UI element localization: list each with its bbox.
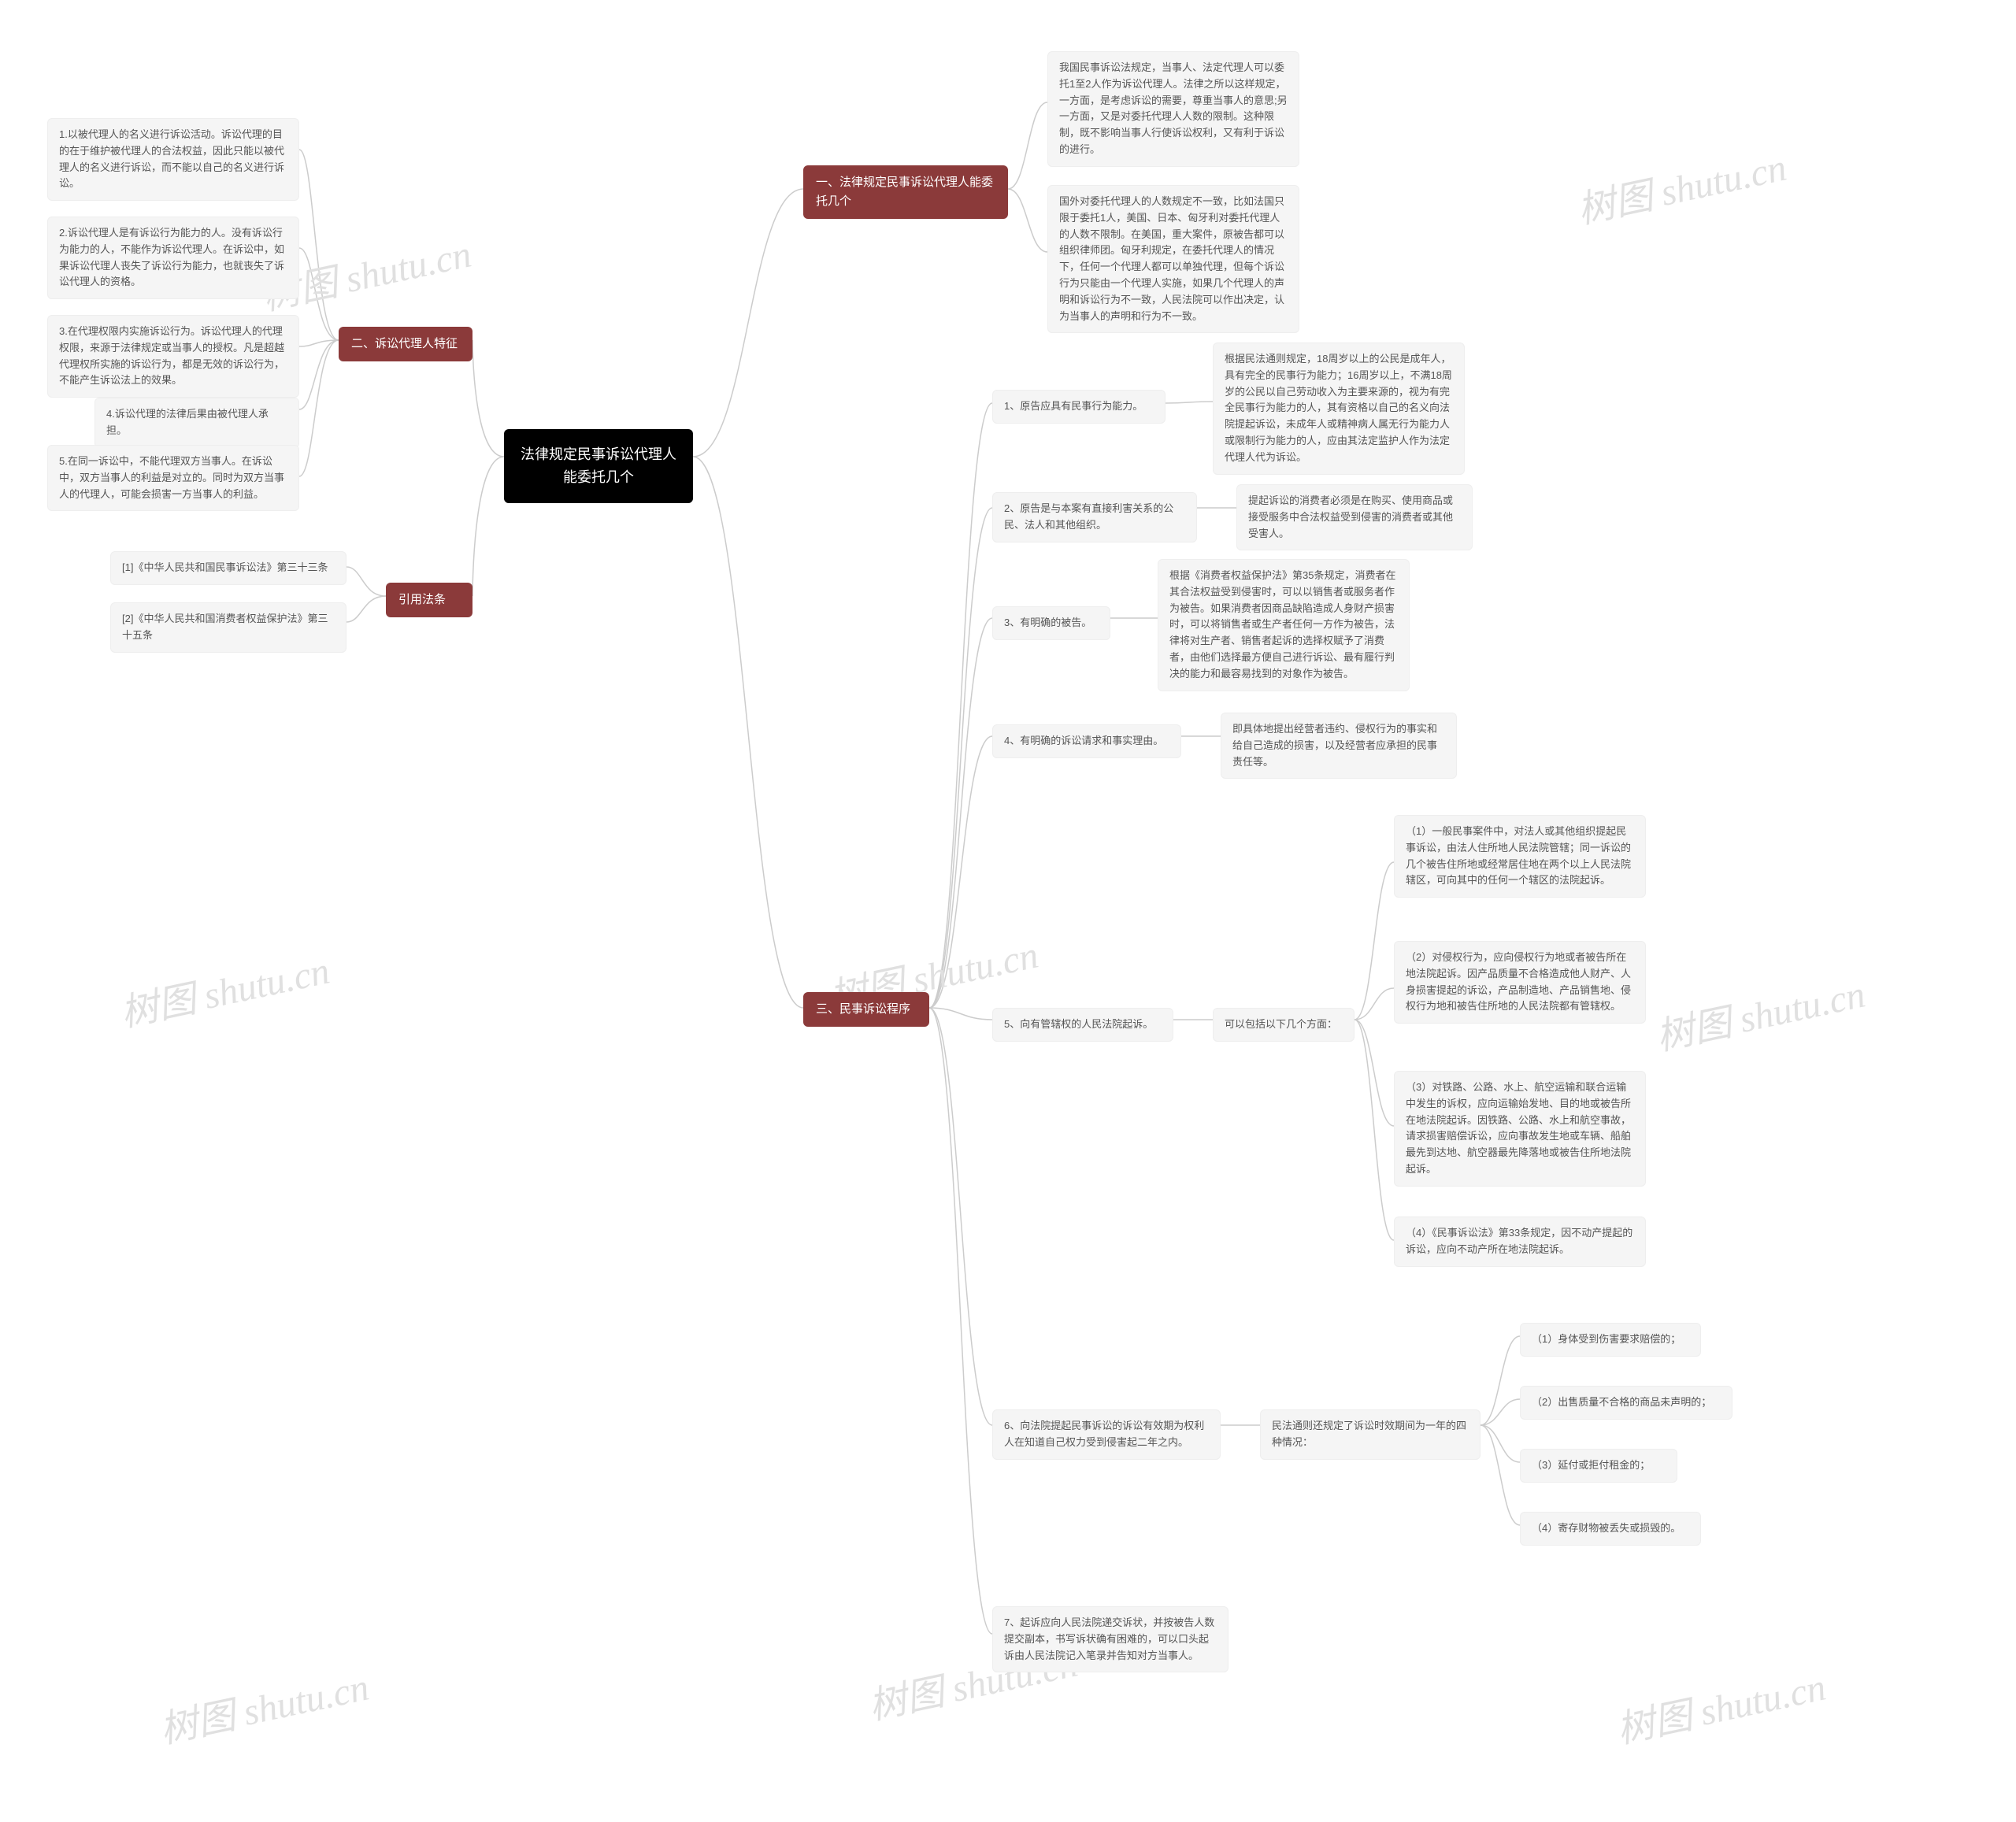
branch-right-1-leaf-3-label: 4、有明确的诉讼请求和事实理由。: [1004, 735, 1163, 746]
branch-right-1-leaf-3-leaf-0-label: 即具体地提出经营者违约、侵权行为的事实和给自己造成的损害，以及经营者应承担的民事…: [1232, 723, 1437, 768]
root-label: 法律规定民事诉讼代理人能委托几个: [521, 446, 676, 485]
branch-right-1-leaf-0-leaf-0-label: 根据民法通则规定，18周岁以上的公民是成年人，具有完全的民事行为能力；16周岁以…: [1225, 353, 1452, 463]
branch-right-1-leaf-5[interactable]: 6、向法院提起民事诉讼的诉讼有效期为权利人在知道自己权力受到侵害起二年之内。: [992, 1409, 1221, 1460]
branch-right-1-leaf-1[interactable]: 2、原告是与本案有直接利害关系的公民、法人和其他组织。: [992, 492, 1197, 543]
watermark: 树图 shutu.cn: [1651, 963, 1870, 1061]
branch-right-1-leaf-5-leaf-0-leaf-2-label: （3）延付或拒付租金的；: [1532, 1459, 1650, 1471]
watermark: 树图 shutu.cn: [115, 939, 334, 1037]
branch-left-0-leaf-3-label: 4.诉讼代理的法律后果由被代理人承担。: [106, 408, 269, 436]
branch-left-0-leaf-1-label: 2.诉讼代理人是有诉讼行为能力的人。没有诉讼行为能力的人，不能作为诉讼代理人。在…: [59, 227, 284, 287]
branch-right-1-leaf-5-leaf-0-leaf-1[interactable]: （2）出售质量不合格的商品未声明的；: [1520, 1386, 1732, 1420]
branch-right-0[interactable]: 一、法律规定民事诉讼代理人能委托几个: [803, 165, 1008, 219]
root-node[interactable]: 法律规定民事诉讼代理人能委托几个: [504, 429, 693, 503]
branch-right-1-leaf-1-leaf-0[interactable]: 提起诉讼的消费者必须是在购买、使用商品或接受服务中合法权益受到侵害的消费者或其他…: [1236, 484, 1473, 550]
branch-right-1-leaf-0[interactable]: 1、原告应具有民事行为能力。: [992, 390, 1166, 424]
branch-right-1-leaf-1-leaf-0-label: 提起诉讼的消费者必须是在购买、使用商品或接受服务中合法权益受到侵害的消费者或其他…: [1248, 494, 1453, 539]
branch-right-0-leaf-0[interactable]: 我国民事诉讼法规定，当事人、法定代理人可以委托1至2人作为诉讼代理人。法律之所以…: [1047, 51, 1299, 167]
branch-right-1-leaf-4-leaf-0-label: 可以包括以下几个方面：: [1225, 1018, 1337, 1030]
branch-right-1-leaf-6-label: 7、起诉应向人民法院递交诉状，并按被告人数提交副本，书写诉状确有困难的，可以口头…: [1004, 1616, 1214, 1661]
branch-left-0-leaf-4[interactable]: 5.在同一诉讼中，不能代理双方当事人。在诉讼中，双方当事人的利益是对立的。同时为…: [47, 445, 299, 511]
branch-left-0-leaf-3[interactable]: 4.诉讼代理的法律后果由被代理人承担。: [94, 398, 299, 448]
branch-right-1-leaf-3[interactable]: 4、有明确的诉讼请求和事实理由。: [992, 724, 1181, 758]
branch-right-1-leaf-3-leaf-0[interactable]: 即具体地提出经营者违约、侵权行为的事实和给自己造成的损害，以及经营者应承担的民事…: [1221, 713, 1457, 779]
branch-left-0-leaf-2-label: 3.在代理权限内实施诉讼行为。诉讼代理人的代理权限，来源于法律规定或当事人的授权…: [59, 325, 284, 386]
branch-right-1-leaf-4-label: 5、向有管辖权的人民法院起诉。: [1004, 1018, 1153, 1030]
watermark: 树图 shutu.cn: [154, 1656, 373, 1753]
watermark: 树图 shutu.cn: [1572, 136, 1791, 234]
branch-right-1-leaf-2-label: 3、有明确的被告。: [1004, 617, 1091, 628]
branch-right-1-leaf-5-leaf-0-leaf-1-label: （2）出售质量不合格的商品未声明的；: [1532, 1396, 1711, 1408]
branch-right-1-leaf-4-leaf-0-leaf-1-label: （2）对侵权行为，应向侵权行为地或者被告所在地法院起诉。因产品质量不合格造成他人…: [1406, 951, 1631, 1012]
branch-left-1[interactable]: 引用法条: [386, 583, 472, 617]
branch-right-1[interactable]: 三、民事诉讼程序: [803, 992, 929, 1027]
branch-right-1-leaf-2-leaf-0-label: 根据《消费者权益保护法》第35条规定，消费者在其合法权益受到侵害时，可以以销售者…: [1169, 569, 1395, 680]
branch-right-1-leaf-4-leaf-0-leaf-0-label: （1）一般民事案件中，对法人或其他组织提起民事诉讼，由法人住所地人民法院管辖；同…: [1406, 825, 1631, 886]
branch-left-1-leaf-0[interactable]: [1]《中华人民共和国民事诉讼法》第三十三条: [110, 551, 346, 585]
branch-left-1-leaf-1[interactable]: [2]《中华人民共和国消费者权益保护法》第三十五条: [110, 602, 346, 653]
branch-right-1-leaf-5-leaf-0-leaf-3[interactable]: （4）寄存财物被丢失或损毁的。: [1520, 1512, 1701, 1546]
branch-right-1-label: 三、民事诉讼程序: [816, 1002, 910, 1016]
branch-right-1-leaf-2-leaf-0[interactable]: 根据《消费者权益保护法》第35条规定，消费者在其合法权益受到侵害时，可以以销售者…: [1158, 559, 1410, 691]
branch-right-1-leaf-4-leaf-0-leaf-2-label: （3）对铁路、公路、水上、航空运输和联合运输中发生的诉权，应向运输始发地、目的地…: [1406, 1081, 1631, 1175]
branch-right-1-leaf-5-leaf-0-leaf-0[interactable]: （1）身体受到伤害要求赔偿的；: [1520, 1323, 1701, 1357]
branch-right-0-leaf-1-label: 国外对委托代理人的人数规定不一致，比如法国只限于委托1人，美国、日本、匈牙利对委…: [1059, 195, 1284, 322]
branch-left-0-leaf-0[interactable]: 1.以被代理人的名义进行诉讼活动。诉讼代理的目的在于维护被代理人的合法权益，因此…: [47, 118, 299, 201]
branch-left-0-leaf-1[interactable]: 2.诉讼代理人是有诉讼行为能力的人。没有诉讼行为能力的人，不能作为诉讼代理人。在…: [47, 217, 299, 299]
branch-left-1-leaf-1-label: [2]《中华人民共和国消费者权益保护法》第三十五条: [122, 613, 328, 641]
branch-left-1-leaf-0-label: [1]《中华人民共和国民事诉讼法》第三十三条: [122, 561, 328, 573]
branch-right-1-leaf-1-label: 2、原告是与本案有直接利害关系的公民、法人和其他组织。: [1004, 502, 1173, 531]
branch-right-1-leaf-4-leaf-0[interactable]: 可以包括以下几个方面：: [1213, 1008, 1354, 1042]
branch-right-1-leaf-5-leaf-0-leaf-3-label: （4）寄存财物被丢失或损毁的。: [1532, 1522, 1681, 1534]
branch-right-1-leaf-4-leaf-0-leaf-0[interactable]: （1）一般民事案件中，对法人或其他组织提起民事诉讼，由法人住所地人民法院管辖；同…: [1394, 815, 1646, 898]
branch-right-0-label: 一、法律规定民事诉讼代理人能委托几个: [816, 176, 993, 208]
branch-left-0-leaf-2[interactable]: 3.在代理权限内实施诉讼行为。诉讼代理人的代理权限，来源于法律规定或当事人的授权…: [47, 315, 299, 398]
branch-right-1-leaf-0-leaf-0[interactable]: 根据民法通则规定，18周岁以上的公民是成年人，具有完全的民事行为能力；16周岁以…: [1213, 343, 1465, 475]
branch-right-1-leaf-6[interactable]: 7、起诉应向人民法院递交诉状，并按被告人数提交副本，书写诉状确有困难的，可以口头…: [992, 1606, 1228, 1672]
branch-left-0[interactable]: 二、诉讼代理人特征: [339, 327, 472, 361]
branch-right-0-leaf-1[interactable]: 国外对委托代理人的人数规定不一致，比如法国只限于委托1人，美国、日本、匈牙利对委…: [1047, 185, 1299, 333]
branch-right-1-leaf-4-leaf-0-leaf-3[interactable]: （4）《民事诉讼法》第33条规定，因不动产提起的诉讼，应向不动产所在地法院起诉。: [1394, 1217, 1646, 1267]
branch-right-1-leaf-5-leaf-0-leaf-0-label: （1）身体受到伤害要求赔偿的；: [1532, 1333, 1681, 1345]
branch-right-1-leaf-0-label: 1、原告应具有民事行为能力。: [1004, 400, 1143, 412]
branch-right-1-leaf-5-leaf-0[interactable]: 民法通则还规定了诉讼时效期间为一年的四种情况：: [1260, 1409, 1480, 1460]
branch-left-1-label: 引用法条: [398, 593, 446, 606]
branch-right-1-leaf-4[interactable]: 5、向有管辖权的人民法院起诉。: [992, 1008, 1173, 1042]
branch-left-0-leaf-0-label: 1.以被代理人的名义进行诉讼活动。诉讼代理的目的在于维护被代理人的合法权益，因此…: [59, 128, 284, 189]
branch-right-1-leaf-5-leaf-0-leaf-2[interactable]: （3）延付或拒付租金的；: [1520, 1449, 1677, 1483]
branch-left-0-leaf-4-label: 5.在同一诉讼中，不能代理双方当事人。在诉讼中，双方当事人的利益是对立的。同时为…: [59, 455, 284, 500]
branch-right-1-leaf-4-leaf-0-leaf-1[interactable]: （2）对侵权行为，应向侵权行为地或者被告所在地法院起诉。因产品质量不合格造成他人…: [1394, 941, 1646, 1024]
branch-right-0-leaf-0-label: 我国民事诉讼法规定，当事人、法定代理人可以委托1至2人作为诉讼代理人。法律之所以…: [1059, 61, 1288, 155]
branch-right-1-leaf-2[interactable]: 3、有明确的被告。: [992, 606, 1110, 640]
watermark: 树图 shutu.cn: [1611, 1656, 1830, 1753]
branch-right-1-leaf-5-leaf-0-label: 民法通则还规定了诉讼时效期间为一年的四种情况：: [1272, 1420, 1466, 1448]
connectors-svg: [0, 0, 2016, 1822]
branch-left-0-label: 二、诉讼代理人特征: [351, 337, 458, 350]
branch-right-1-leaf-5-label: 6、向法院提起民事诉讼的诉讼有效期为权利人在知道自己权力受到侵害起二年之内。: [1004, 1420, 1204, 1448]
mindmap-canvas: 树图 shutu.cn 树图 shutu.cn 树图 shutu.cn 树图 s…: [0, 0, 2016, 1822]
branch-right-1-leaf-4-leaf-0-leaf-3-label: （4）《民事诉讼法》第33条规定，因不动产提起的诉讼，应向不动产所在地法院起诉。: [1406, 1227, 1632, 1255]
branch-right-1-leaf-4-leaf-0-leaf-2[interactable]: （3）对铁路、公路、水上、航空运输和联合运输中发生的诉权，应向运输始发地、目的地…: [1394, 1071, 1646, 1187]
